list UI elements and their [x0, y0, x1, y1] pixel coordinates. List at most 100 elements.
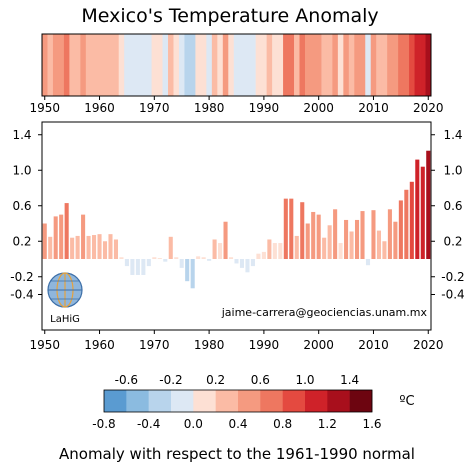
stripe-1994 — [283, 34, 289, 96]
y-tick-label-right: 1.4 — [443, 128, 462, 142]
bar-2010 — [371, 210, 376, 259]
bar-1996 — [294, 235, 299, 259]
stripe-tick-label: 2020 — [413, 101, 444, 115]
bar-1969 — [146, 259, 151, 267]
y-tick-label-left: 0.2 — [12, 234, 31, 248]
stripe-2016 — [403, 34, 410, 96]
stripe-1960 — [96, 34, 103, 96]
bar-2012 — [382, 241, 387, 259]
stripe-2008 — [359, 34, 366, 96]
bar-1972 — [163, 259, 168, 262]
stripe-2020 — [425, 34, 432, 96]
bar-1960 — [97, 234, 102, 259]
stripe-tick-label: 1960 — [84, 101, 115, 115]
bar-chart-x-axis: 1950 1960 1970 1980 1990 2000 2010 2020 — [29, 330, 444, 352]
y-tick-label-right: 0.2 — [443, 234, 462, 248]
bar-1968 — [141, 259, 146, 275]
bar-2007 — [354, 219, 360, 259]
stripe-1986 — [239, 34, 246, 96]
stripe-1967 — [135, 34, 142, 96]
bar-1975 — [179, 259, 184, 268]
y-tick-label-right: -0.4 — [441, 288, 464, 302]
stripe-1978 — [195, 34, 202, 96]
stripe-1981 — [211, 34, 218, 96]
bar-1967 — [135, 259, 140, 275]
bar-1978 — [196, 256, 201, 259]
stripe-tick-label: 1950 — [29, 101, 60, 115]
bar-2000 — [316, 214, 321, 259]
stripe-tick-label: 2010 — [358, 101, 389, 115]
stripe-2017 — [409, 34, 415, 96]
bar-1991 — [267, 239, 272, 259]
bar-2013 — [387, 209, 392, 259]
stripe-tick-label: 1980 — [194, 101, 225, 115]
colorbar-swatch — [171, 390, 194, 412]
bar-1994 — [283, 198, 288, 259]
caption: Anomaly with respect to the 1961-1990 no… — [59, 445, 415, 463]
bar-1979 — [201, 257, 206, 259]
bar-1993 — [278, 243, 283, 259]
stripe-2009 — [365, 34, 372, 96]
bar-tick-label: 1960 — [84, 338, 115, 352]
bar-1955 — [70, 237, 75, 259]
bar-2004 — [338, 243, 343, 259]
stripe-1955 — [69, 34, 76, 96]
stripe-1985 — [233, 34, 240, 96]
bar-1961 — [102, 241, 108, 259]
stripe-1951 — [47, 34, 54, 96]
stripe-2007 — [354, 34, 361, 96]
stripe-1969 — [146, 34, 152, 96]
colorbar-top-label: -0.2 — [159, 373, 182, 387]
stripe-tick-label: 1990 — [249, 101, 280, 115]
colorbar-swatch — [327, 390, 350, 412]
bar-1976 — [185, 259, 190, 282]
bar-2011 — [376, 230, 381, 259]
bar-1974 — [174, 257, 179, 259]
logo-text: LaHiG — [50, 314, 80, 325]
y-tick-label-left: 1.0 — [12, 163, 31, 177]
stripe-2004 — [337, 34, 344, 96]
bar-1988 — [250, 259, 255, 267]
stripe-2013 — [387, 34, 394, 96]
bar-1986 — [239, 259, 245, 268]
stripe-1992 — [272, 34, 278, 96]
bar-1981 — [212, 239, 217, 259]
stripes-frame — [41, 33, 432, 97]
bar-1953 — [59, 214, 64, 259]
bar-1989 — [256, 253, 261, 259]
bar-1951 — [48, 236, 53, 259]
stripe-1965 — [124, 34, 131, 96]
y-tick-label-right: 0.6 — [443, 199, 462, 213]
bar-1997 — [300, 202, 305, 259]
colorbar-swatch — [282, 390, 306, 412]
stripe-2001 — [321, 34, 328, 96]
stripe-2006 — [348, 34, 355, 96]
stripe-1993 — [277, 34, 284, 96]
stripe-1956 — [74, 34, 81, 96]
bar-tick-label: 1990 — [249, 338, 280, 352]
stripe-2003 — [332, 34, 339, 96]
stripe-1971 — [157, 34, 163, 96]
bar-2002 — [327, 225, 332, 259]
bar-1962 — [108, 234, 113, 259]
stripe-2015 — [398, 34, 405, 96]
colorbar — [104, 390, 373, 412]
stripe-1950 — [42, 34, 48, 96]
bar-1992 — [272, 243, 277, 259]
bar-2006 — [349, 231, 354, 259]
bar-2019 — [420, 166, 425, 259]
bar-1995 — [289, 198, 294, 259]
bar-1985 — [234, 259, 239, 264]
stripe-2005 — [343, 34, 350, 96]
bar-1964 — [119, 257, 124, 259]
stripe-1982 — [217, 34, 224, 96]
bar-chart-frame — [41, 121, 432, 331]
bar-1956 — [75, 235, 80, 259]
stripe-1987 — [244, 34, 251, 96]
stripe-2012 — [381, 34, 388, 96]
bar-1959 — [92, 235, 97, 259]
bar-tick-label: 2010 — [358, 338, 389, 352]
colorbar-bottom-label: 0.0 — [184, 417, 203, 431]
stripe-2010 — [370, 34, 377, 96]
